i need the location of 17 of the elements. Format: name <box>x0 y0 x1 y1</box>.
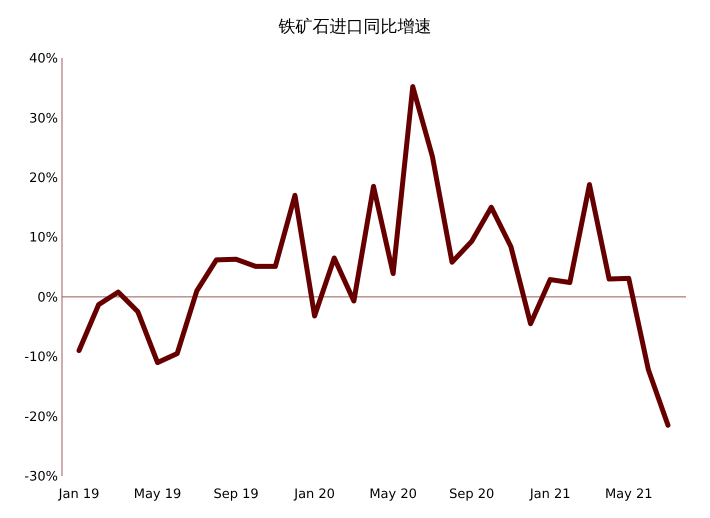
chart-title: 铁矿石进口同比增速 <box>278 17 432 37</box>
y-tick-label: 20% <box>29 170 58 186</box>
x-tick-label: May 20 <box>369 487 417 502</box>
x-tick-label: Sep 20 <box>449 487 494 502</box>
y-tick-label: 30% <box>29 111 58 126</box>
y-tick-label: -10% <box>24 350 58 366</box>
x-tick-label: Jan 20 <box>293 487 335 502</box>
y-tick-label: 10% <box>29 230 58 246</box>
x-tick-label: May 19 <box>134 487 182 502</box>
x-tick-label: May 21 <box>604 487 653 502</box>
x-tick-label: Sep 19 <box>213 487 259 502</box>
y-tick-label: 40% <box>29 52 58 67</box>
y-tick-label: -20% <box>24 410 58 425</box>
y-tick-label: 0% <box>37 290 58 306</box>
x-tick-label: Jan 19 <box>58 487 100 502</box>
y-tick-label: -30% <box>24 470 58 485</box>
x-tick-label: Jan 21 <box>528 487 571 502</box>
